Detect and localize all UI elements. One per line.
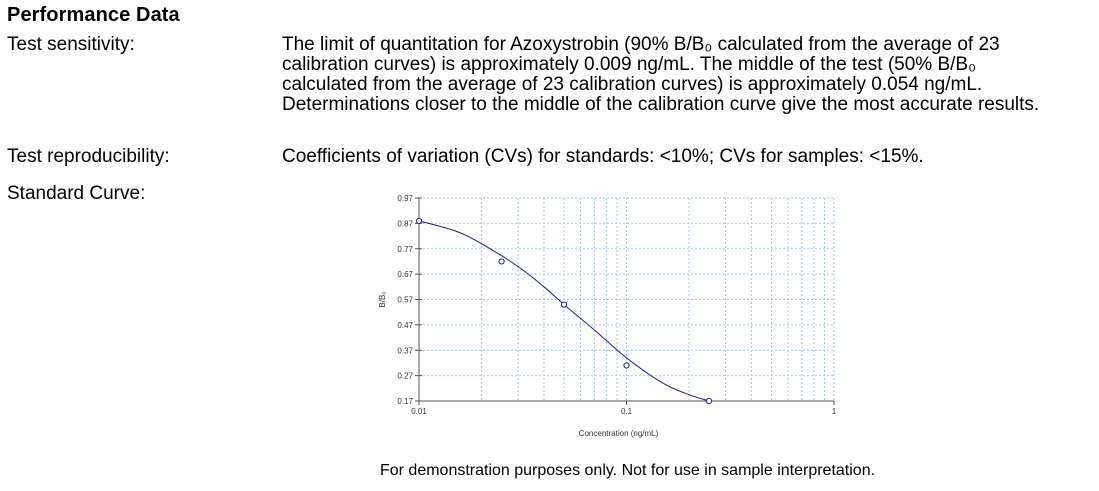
demo-footnote: For demonstration purposes only. Not for… — [379, 462, 876, 479]
data-point — [705, 397, 713, 405]
y-tick-label: 0.27 — [397, 372, 413, 381]
data-point — [623, 362, 630, 369]
y-tick-label: 0.57 — [397, 296, 413, 305]
x-tick-label: 0.1 — [621, 407, 633, 416]
x-axis-title: Concentration (ng/mL) — [579, 429, 659, 438]
y-tick-label: 0.37 — [397, 346, 413, 355]
y-tick-label: 0.87 — [397, 219, 413, 228]
y-axis-title: B/B₀ — [378, 291, 387, 307]
standard-curve-label: Standard Curve: — [7, 183, 146, 204]
sensitivity-line: calculated from the average of 23 calibr… — [282, 74, 983, 95]
sensitivity-label: Test sensitivity: — [7, 34, 135, 55]
chart-svg: 0.17 0.27 0.37 0.47 0.57 0.67 0.77 0.87 0.97 0.01… — [378, 194, 837, 438]
sensitivity-line: calibration curves) is approximately 0.0… — [282, 54, 976, 75]
reproducibility-text: Coefficients of variation (CVs) for stan… — [282, 146, 924, 167]
x-tick-label: 0.01 — [411, 407, 427, 416]
sensitivity-line: The limit of quantitation for Azoxystrob… — [282, 34, 1000, 55]
section-heading: Performance Data — [7, 4, 180, 26]
sensitivity-text: The limit of quantitation for Azoxystrob… — [282, 35, 1090, 115]
standard-curve-chart: 0.17 0.27 0.37 0.47 0.57 0.67 0.77 0.87 0.97 0.01… — [360, 185, 860, 445]
sensitivity-line: Determinations closer to the middle of t… — [282, 94, 1040, 115]
y-tick-label: 0.67 — [397, 270, 413, 279]
reproducibility-label: Test reproducibility: — [7, 146, 170, 167]
y-tick-label: 0.47 — [397, 321, 413, 330]
y-tick-label: 0.97 — [397, 194, 413, 203]
x-tick-label: 1 — [832, 407, 837, 416]
data-point — [498, 258, 505, 265]
y-tick-label: 0.17 — [397, 397, 413, 406]
data-point — [560, 301, 568, 308]
y-tick-label: 0.77 — [397, 245, 413, 254]
data-point — [415, 217, 423, 224]
